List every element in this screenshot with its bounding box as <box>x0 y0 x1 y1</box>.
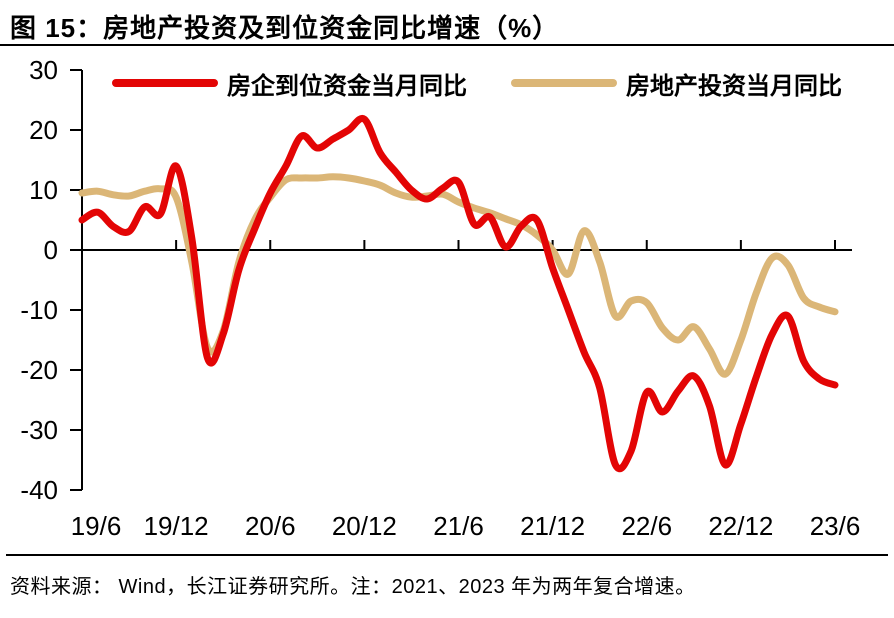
x-tick-label: 20/12 <box>332 511 397 541</box>
x-tick-label: 20/6 <box>245 511 296 541</box>
title-divider <box>0 44 894 46</box>
y-tick-label: -20 <box>20 355 58 385</box>
x-tick-label: 21/6 <box>433 511 484 541</box>
y-tick-label: 10 <box>29 175 58 205</box>
legend-label-funds: 房企到位资金当月同比 <box>227 72 467 100</box>
y-tick-label: 20 <box>29 115 58 145</box>
legend-item-investment: 房地产投资当月同比 <box>511 66 842 101</box>
y-tick-label: -40 <box>20 475 58 505</box>
chart-legend: 房企到位资金当月同比 房地产投资当月同比 <box>112 66 842 101</box>
x-tick-label: 22/12 <box>708 511 773 541</box>
x-tick-label: 23/6 <box>810 511 861 541</box>
y-tick-label: 30 <box>29 55 58 85</box>
x-tick-label: 19/12 <box>144 511 209 541</box>
x-tick-label: 19/6 <box>71 511 122 541</box>
bottom-divider <box>6 554 888 556</box>
y-tick-label: 0 <box>44 235 58 265</box>
legend-label-investment: 房地产投资当月同比 <box>626 72 842 100</box>
x-tick-label: 21/12 <box>520 511 585 541</box>
y-tick-label: -10 <box>20 295 58 325</box>
investment-line-swatch <box>511 79 617 87</box>
funds-line-swatch <box>112 79 218 87</box>
figure-title: 图 15：房地产投资及到位资金同比增速（%） <box>10 13 560 43</box>
series-line-funds <box>78 115 839 473</box>
x-tick-label: 22/6 <box>621 511 672 541</box>
source-note: 资料来源： Wind，长江证券研究所。注：2021、2023 年为两年复合增速。 <box>10 576 696 598</box>
legend-item-funds: 房企到位资金当月同比 <box>112 66 467 101</box>
y-tick-label: -30 <box>20 415 58 445</box>
